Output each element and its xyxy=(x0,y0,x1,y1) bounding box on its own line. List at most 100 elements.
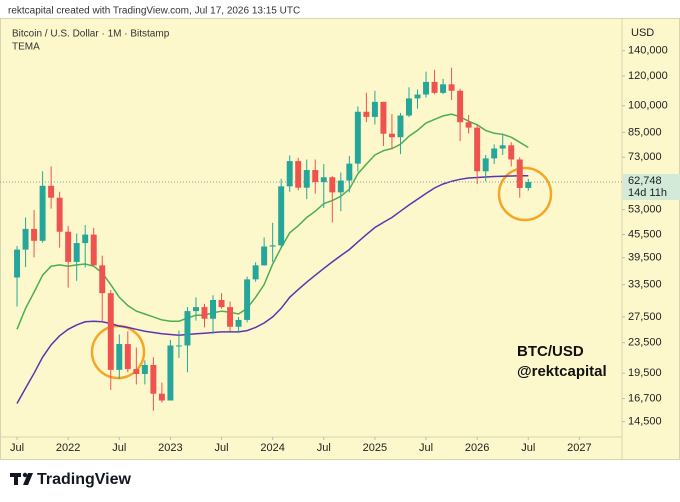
candle-body xyxy=(99,265,106,294)
y-tick-label: 85,000 xyxy=(628,126,662,138)
candle-body xyxy=(269,245,276,247)
candle-body xyxy=(337,180,344,193)
candle-body xyxy=(261,246,268,266)
candle-body xyxy=(499,145,506,149)
panel xyxy=(0,18,680,460)
candle-body xyxy=(423,81,430,95)
candle-body xyxy=(440,84,447,93)
candle-body xyxy=(90,234,97,266)
watermark: @rektcapital xyxy=(517,363,607,380)
candle-body xyxy=(167,345,174,401)
candle-body xyxy=(184,311,191,346)
candle-body xyxy=(303,170,310,188)
candle-body xyxy=(414,94,421,99)
candle-body xyxy=(73,243,80,262)
candle-body xyxy=(508,145,515,160)
candle-body xyxy=(31,228,38,241)
candle-body xyxy=(116,344,123,370)
candle-body xyxy=(227,307,234,327)
candle-body xyxy=(252,265,259,280)
currency-label: USD xyxy=(631,27,654,39)
y-tick-label: 16,700 xyxy=(628,392,662,404)
price-label: 62,748 xyxy=(628,175,662,187)
x-tick-label: Jul xyxy=(112,442,126,454)
y-tick-label: 73,000 xyxy=(628,151,662,163)
candle-body xyxy=(525,181,532,188)
candle-body xyxy=(448,84,455,91)
tema-line xyxy=(16,174,529,404)
candle-body xyxy=(124,344,131,370)
y-tick-label: 23,500 xyxy=(628,337,662,349)
candle-body xyxy=(363,111,370,117)
y-tick-label: 19,500 xyxy=(628,367,662,379)
x-tick-label: Jul xyxy=(10,442,24,454)
x-tick-label: 2024 xyxy=(260,442,284,454)
x-tick-label: Jul xyxy=(317,442,331,454)
y-tick-label: 27,500 xyxy=(628,311,662,323)
x-tick-label: 2025 xyxy=(363,442,387,454)
candle-body xyxy=(210,300,216,319)
candle-body xyxy=(329,177,336,193)
price-label-box xyxy=(623,173,680,200)
candle-body xyxy=(244,279,251,320)
y-tick-label: 120,000 xyxy=(628,70,668,82)
candle-body xyxy=(56,197,63,232)
y-tick-label: 33,500 xyxy=(628,279,662,291)
x-tick-label: 2023 xyxy=(158,442,182,454)
y-tick-label: 14,500 xyxy=(628,416,662,428)
countdown-label: 14d 11h xyxy=(628,187,667,199)
candle-body xyxy=(278,186,285,246)
candle-body xyxy=(457,90,464,123)
candle-body xyxy=(22,228,29,250)
candle-body xyxy=(474,127,481,172)
x-tick-label: Jul xyxy=(215,442,229,454)
x-tick-label: Jul xyxy=(521,442,535,454)
x-tick-label: 2026 xyxy=(465,442,489,454)
x-tick-label: 2027 xyxy=(567,442,591,454)
candle-body xyxy=(320,177,327,183)
candle-body xyxy=(312,170,319,183)
logo-mark xyxy=(22,472,28,478)
candle-body xyxy=(39,185,46,241)
watermark: BTC/USD xyxy=(517,343,584,360)
candle-body xyxy=(218,300,225,308)
candle-body xyxy=(491,148,498,159)
y-tick-label: 39,500 xyxy=(628,252,662,264)
candle-body xyxy=(65,231,72,262)
candle-body xyxy=(175,345,182,347)
candle-body xyxy=(380,101,387,134)
candle-body xyxy=(48,185,55,198)
candle-body xyxy=(371,101,378,117)
logo xyxy=(10,472,33,485)
y-tick-label: 53,000 xyxy=(628,204,662,216)
header-caption: rektcapital created with TradingView.com… xyxy=(8,6,300,17)
candle-body xyxy=(141,364,148,375)
candle-body xyxy=(388,133,395,138)
logo-mark xyxy=(23,473,33,485)
candle-body xyxy=(516,159,523,188)
candle-body xyxy=(482,158,489,172)
highlight-circle xyxy=(497,166,553,222)
candle-body xyxy=(158,393,165,401)
candle-body xyxy=(354,111,361,164)
candle-body xyxy=(465,122,472,128)
y-tick-label: 100,000 xyxy=(628,100,668,112)
candle-body xyxy=(431,81,438,93)
candle-body xyxy=(235,319,242,327)
footer-brand: TradingView xyxy=(37,471,132,488)
candle-body xyxy=(406,98,412,116)
x-tick-label: Jul xyxy=(419,442,433,454)
candle-body xyxy=(201,307,208,319)
y-tick-label: 45,500 xyxy=(628,228,662,240)
x-tick-label: 2022 xyxy=(56,442,80,454)
candle-body xyxy=(133,369,140,375)
candle-body xyxy=(107,293,114,370)
y-tick-label: 140,000 xyxy=(628,45,668,57)
candle-body xyxy=(346,163,353,181)
candle-body xyxy=(286,161,293,187)
candle-body xyxy=(397,115,404,138)
logo-mark xyxy=(14,473,18,485)
candle-body xyxy=(82,234,89,244)
